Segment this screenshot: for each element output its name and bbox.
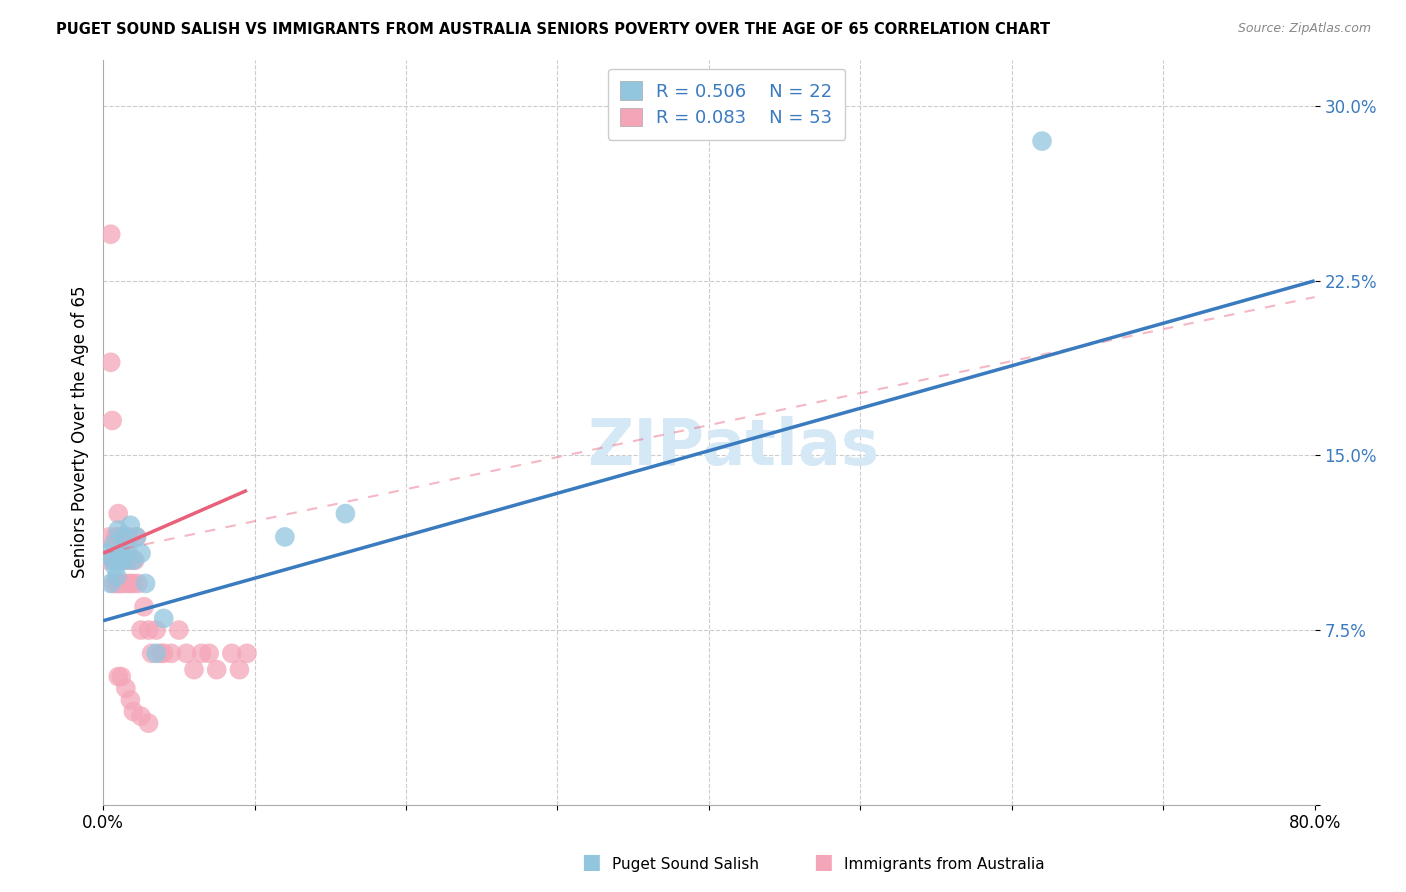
Point — [190, 646, 212, 660]
Point — [152, 611, 174, 625]
Point — [145, 646, 167, 660]
Point — [117, 576, 139, 591]
Point — [107, 523, 129, 537]
Point — [149, 646, 172, 660]
Point — [111, 576, 134, 591]
Point — [115, 553, 138, 567]
Legend: R = 0.506    N = 22, R = 0.083    N = 53: R = 0.506 N = 22, R = 0.083 N = 53 — [607, 69, 845, 140]
Point — [138, 623, 160, 637]
Point — [105, 553, 128, 567]
Point — [129, 623, 152, 637]
Point — [152, 646, 174, 660]
Point — [111, 530, 134, 544]
Point — [100, 355, 122, 369]
Point — [100, 576, 122, 591]
Point — [120, 518, 142, 533]
Text: ZIPatlas: ZIPatlas — [588, 416, 879, 478]
Point — [118, 530, 141, 544]
Point — [112, 553, 135, 567]
Text: Immigrants from Australia: Immigrants from Australia — [844, 857, 1045, 872]
Point — [129, 546, 152, 560]
Text: PUGET SOUND SALISH VS IMMIGRANTS FROM AUSTRALIA SENIORS POVERTY OVER THE AGE OF : PUGET SOUND SALISH VS IMMIGRANTS FROM AU… — [56, 22, 1050, 37]
Point — [103, 537, 125, 551]
Point — [105, 576, 128, 591]
Point — [101, 553, 124, 567]
Point — [120, 576, 142, 591]
Point — [117, 541, 139, 556]
Point — [97, 553, 120, 567]
Point — [1031, 134, 1053, 148]
Point — [104, 530, 127, 544]
Point — [176, 646, 198, 660]
Point — [110, 670, 132, 684]
Point — [111, 546, 134, 560]
Point — [108, 576, 131, 591]
Point — [221, 646, 243, 660]
Point — [98, 530, 121, 544]
Point — [122, 576, 145, 591]
Point — [183, 663, 205, 677]
Point — [103, 553, 125, 567]
Point — [100, 227, 122, 242]
Point — [110, 553, 132, 567]
Point — [274, 530, 297, 544]
Point — [122, 553, 145, 567]
Point — [117, 553, 139, 567]
Point — [167, 623, 190, 637]
Point — [107, 507, 129, 521]
Point — [135, 576, 157, 591]
Text: Source: ZipAtlas.com: Source: ZipAtlas.com — [1237, 22, 1371, 36]
Point — [101, 413, 124, 427]
Point — [108, 553, 131, 567]
Point — [145, 623, 167, 637]
Point — [120, 693, 142, 707]
Point — [132, 599, 155, 614]
Point — [121, 553, 143, 567]
Point — [115, 530, 138, 544]
Text: ■: ■ — [581, 853, 600, 872]
Point — [138, 716, 160, 731]
Point — [110, 546, 132, 560]
Point — [127, 576, 149, 591]
Point — [205, 663, 228, 677]
Point — [103, 576, 125, 591]
Point — [105, 569, 128, 583]
Point — [125, 530, 148, 544]
Point — [97, 546, 120, 560]
Text: ■: ■ — [813, 853, 832, 872]
Point — [122, 705, 145, 719]
Y-axis label: Seniors Poverty Over the Age of 65: Seniors Poverty Over the Age of 65 — [72, 286, 89, 578]
Point — [228, 663, 250, 677]
Point — [107, 670, 129, 684]
Point — [335, 507, 357, 521]
Point — [104, 560, 127, 574]
Point — [107, 530, 129, 544]
Point — [110, 530, 132, 544]
Point — [198, 646, 221, 660]
Text: Puget Sound Salish: Puget Sound Salish — [612, 857, 759, 872]
Point — [236, 646, 259, 660]
Point — [129, 709, 152, 723]
Point — [160, 646, 183, 660]
Point — [124, 553, 146, 567]
Point — [125, 530, 148, 544]
Point — [141, 646, 163, 660]
Point — [115, 681, 138, 696]
Point — [108, 553, 131, 567]
